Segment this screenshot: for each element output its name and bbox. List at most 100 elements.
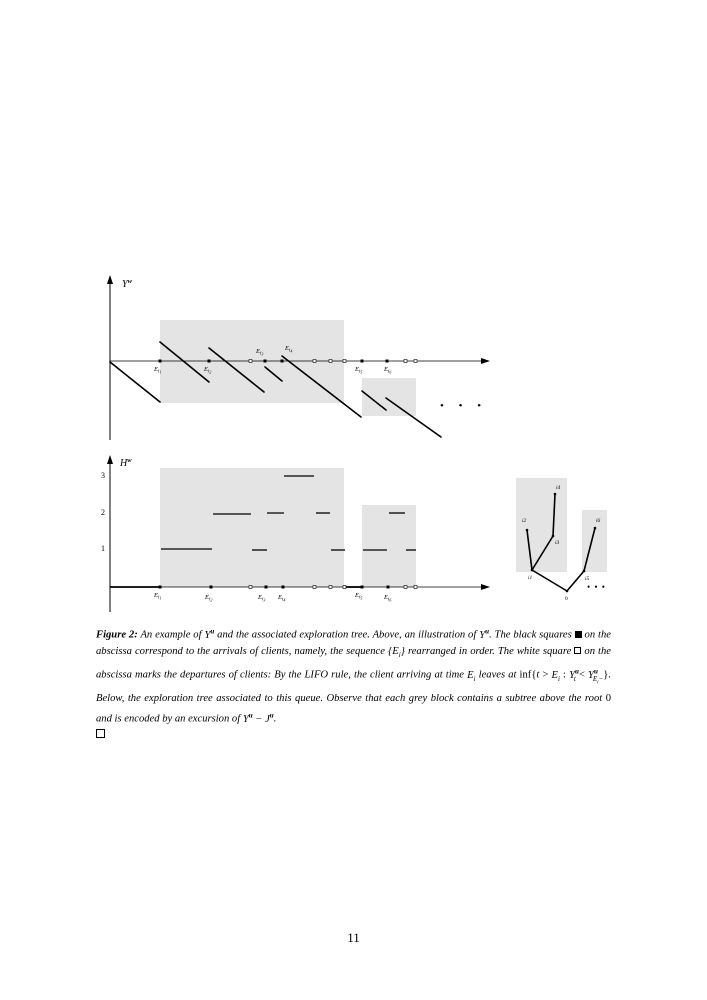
arrival-marker — [264, 585, 268, 589]
white-square-icon — [574, 646, 582, 654]
path-segment — [385, 397, 442, 438]
top-plot: Yw — [107, 275, 490, 440]
page-number: 11 — [347, 930, 360, 945]
figure-caption: Figure 2: An example of Yu and the assoc… — [96, 623, 611, 744]
tree-node-label: i1 — [528, 575, 533, 581]
math-y: Yu — [204, 627, 215, 641]
departure-marker — [403, 585, 408, 589]
arrival-label: Ei3 — [257, 594, 265, 603]
arrival-label: Ei5 — [354, 592, 362, 601]
math-inf: inf{t > Ei : Yut < YuEi−} — [519, 667, 609, 686]
departure-marker — [328, 585, 333, 589]
path-segment — [159, 341, 210, 383]
grey-block — [160, 468, 344, 587]
path-segment — [208, 347, 265, 393]
y-axis-arrow — [107, 455, 113, 464]
path-segment — [361, 390, 387, 411]
departure-marker — [403, 359, 408, 363]
tree-edge — [552, 493, 556, 537]
path-segment — [281, 355, 362, 418]
departure-marker — [312, 585, 317, 589]
x-axis-arrow — [481, 584, 490, 590]
black-square-icon — [574, 630, 582, 638]
departure-marker — [342, 585, 347, 589]
arrival-label: Ei6 — [383, 594, 391, 603]
arrival-label: Ei4 — [284, 345, 292, 354]
caption-text: An example of — [137, 629, 205, 641]
caption-text: on the abscissa correspond to the arriva… — [96, 629, 611, 657]
arrival-marker — [207, 359, 211, 363]
arrival-marker — [263, 359, 267, 363]
caption-text: . The black squares — [489, 629, 575, 641]
grey-block — [362, 378, 416, 416]
y-tick-label: 1 — [101, 544, 105, 553]
caption-text: . — [273, 714, 277, 726]
path-segment — [109, 361, 161, 403]
tree-node — [553, 492, 557, 496]
math-zero: 0 — [605, 693, 611, 705]
y-axis-label: Hw — [119, 457, 132, 469]
y-tick-label: 3 — [101, 471, 105, 480]
qed-square-icon — [96, 729, 105, 739]
departure-marker — [342, 359, 347, 363]
arrival-marker — [158, 359, 162, 363]
arrival-labels: Ei1 Ei2 Ei3 Ei4 Ei5 Ei6 — [153, 345, 391, 375]
x-axis-arrow — [481, 358, 490, 364]
caption-text: and is encoded by an excursion of — [96, 714, 243, 726]
caption-text: and the associated exploration tree. Abo… — [214, 629, 480, 641]
caption-text: rearranged in order. The white square — [404, 645, 575, 657]
arrival-marker — [360, 585, 364, 589]
arrival-marker — [280, 359, 284, 363]
departure-markers — [248, 359, 418, 363]
top-ellipsis: • • • — [440, 400, 487, 412]
arrival-markers — [158, 359, 389, 363]
arrival-marker — [360, 359, 364, 363]
departure-marker — [312, 359, 317, 363]
math-y: Yu — [479, 627, 490, 641]
grey-block — [516, 478, 567, 572]
exploration-tree: i1 i2 i3 i4 i5 i6 0 • • • — [516, 478, 607, 602]
caption-text: on the abscissa marks the departures of … — [96, 645, 611, 681]
math-ei-set: {Ei} — [388, 645, 405, 659]
tree-node-label: i5 — [585, 576, 590, 582]
arrival-markers — [158, 585, 390, 589]
math-ei: Ei — [467, 669, 476, 683]
tree-node — [593, 526, 597, 530]
tree-nodes — [525, 492, 597, 593]
departure-marker — [328, 359, 333, 363]
departure-marker — [248, 585, 253, 589]
arrival-marker — [386, 585, 390, 589]
y-axis-label: Yw — [122, 278, 133, 290]
arrival-marker — [281, 585, 285, 589]
tree-root-label: 0 — [565, 596, 568, 602]
arrival-label: Ei1 — [153, 366, 161, 375]
tree-node — [525, 528, 529, 532]
grey-block — [362, 505, 416, 587]
tree-edge — [583, 527, 596, 572]
departure-marker — [413, 585, 418, 589]
tree-edge — [526, 529, 533, 571]
tree-node — [551, 534, 555, 538]
bottom-plot: Hw 1 2 3 — [101, 455, 490, 612]
arrival-label: Ei6 — [383, 366, 391, 375]
tree-node-labels: i1 i2 i3 i4 i5 i6 0 — [522, 484, 601, 602]
arrival-label: Ei1 — [153, 592, 161, 601]
caption-text: leaves at — [475, 669, 520, 681]
tree-node-label: i4 — [556, 484, 561, 491]
tree-node — [530, 568, 534, 572]
tree-ellipsis: • • • — [587, 582, 606, 592]
caption-label: Figure 2: — [96, 629, 138, 641]
tree-edge — [566, 570, 585, 592]
tree-edge — [531, 569, 568, 592]
caption-text: . Below, the exploration tree associated… — [96, 669, 612, 705]
figure-2: Yw — [101, 275, 607, 612]
arrival-labels: Ei1 Ei2 Ei3 Ei4 Ei5 Ei6 — [153, 592, 391, 603]
math-y-minus-j: Yu − Ju — [242, 711, 274, 726]
tree-edges — [526, 493, 596, 592]
tree-node-label: i2 — [522, 518, 527, 524]
tree-edge — [531, 535, 554, 571]
tree-node-label: i6 — [596, 518, 601, 524]
arrival-label: Ei2 — [204, 594, 212, 603]
y-tick-labels: 1 2 3 — [101, 471, 105, 553]
